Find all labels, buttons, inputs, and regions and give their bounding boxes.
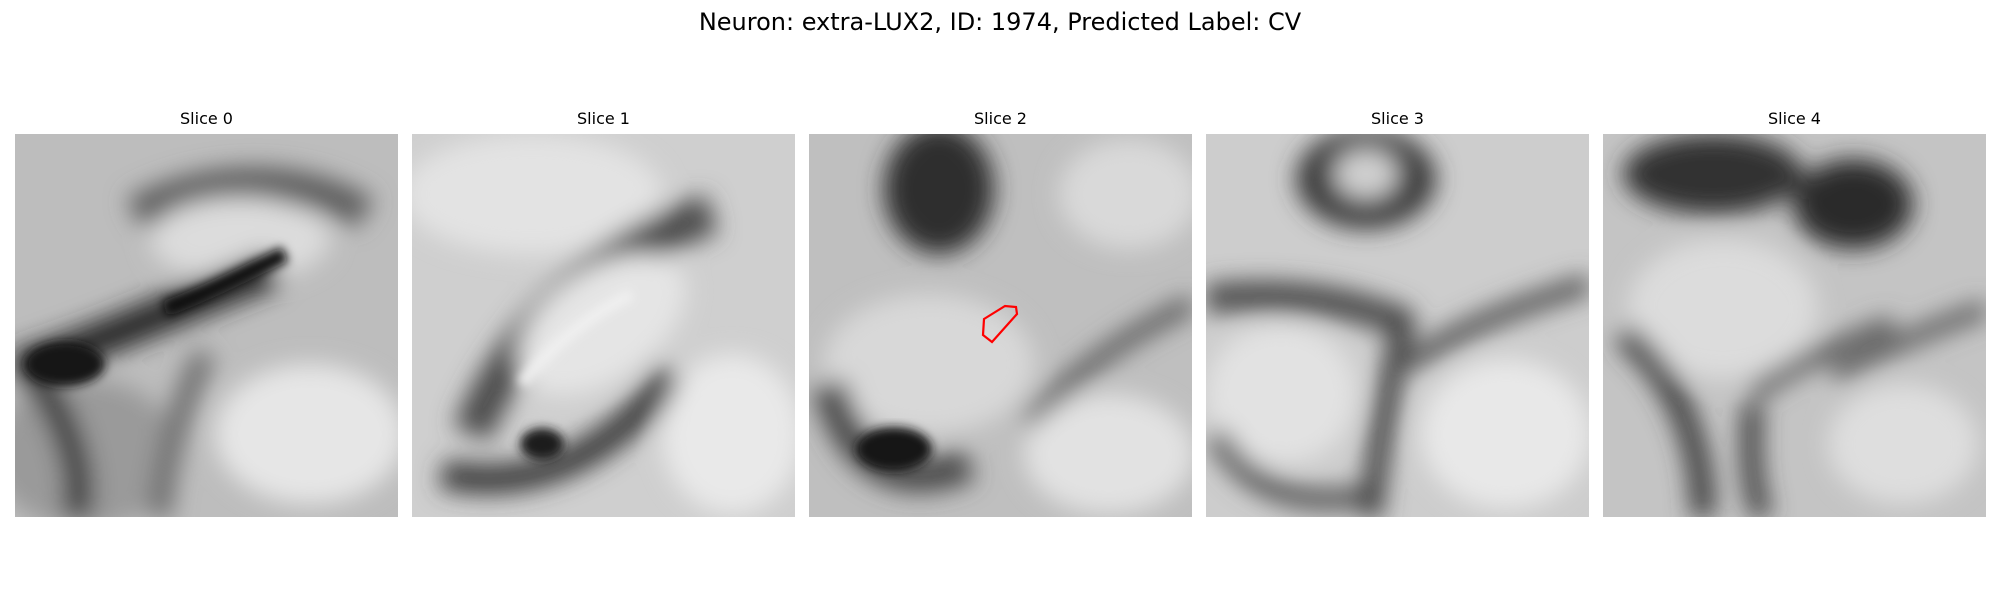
slice-title: Slice 0 <box>180 109 233 128</box>
slice-title: Slice 4 <box>1768 109 1821 128</box>
slice-image-2 <box>809 134 1192 517</box>
slice-image-0 <box>15 134 398 517</box>
slice-panel-3: Slice 3 <box>1206 108 1589 520</box>
slice-title: Slice 1 <box>577 109 630 128</box>
roi-outline <box>981 304 1019 344</box>
slice-title: Slice 3 <box>1371 109 1424 128</box>
slice-image-4 <box>1603 134 1986 517</box>
slice-panel-1: Slice 1 <box>412 108 795 520</box>
figure-title: Neuron: extra-LUX2, ID: 1974, Predicted … <box>698 8 1302 36</box>
slice-image-1 <box>412 134 795 517</box>
slice-title: Slice 2 <box>974 109 1027 128</box>
slice-panel-4: Slice 4 <box>1603 108 1986 520</box>
slice-panel-2: Slice 2 <box>809 108 1192 520</box>
slice-image-3 <box>1206 134 1589 517</box>
slice-panel-0: Slice 0 <box>15 108 398 520</box>
